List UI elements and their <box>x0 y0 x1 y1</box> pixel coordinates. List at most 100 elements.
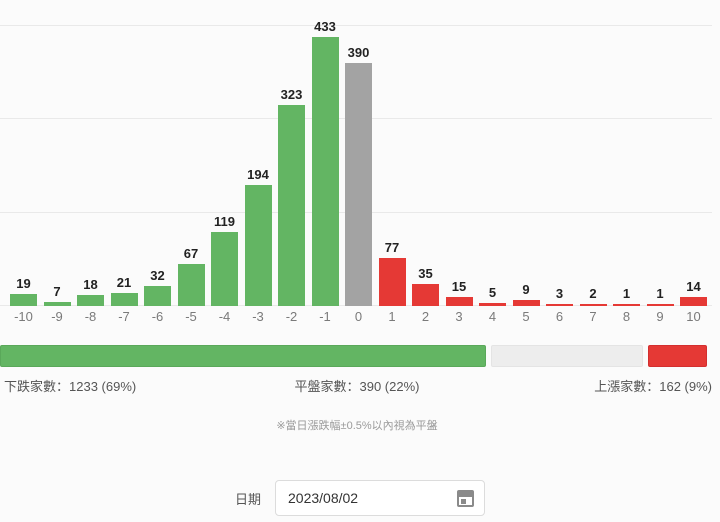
summary-segment-up <box>648 345 707 367</box>
bar-down[interactable] <box>244 185 272 306</box>
x-tick-label: 10 <box>686 309 701 324</box>
bar-value-label: 7 <box>53 284 61 299</box>
bar-column[interactable]: 32 <box>144 0 171 306</box>
bar-value-label: 119 <box>214 214 235 229</box>
bar-value-label: 194 <box>247 167 269 182</box>
x-tick-label: -10 <box>14 309 33 324</box>
bar-down[interactable] <box>311 37 339 306</box>
bar-column[interactable]: 390 <box>345 0 372 306</box>
bar-value-label: 323 <box>280 87 303 102</box>
bar-up[interactable] <box>512 300 540 306</box>
bar-column[interactable]: 77 <box>378 0 406 306</box>
x-tick-label: 5 <box>522 309 530 324</box>
bar-value-label: 18 <box>83 277 98 292</box>
summary-segment-down <box>0 345 486 367</box>
bar-up[interactable] <box>613 304 640 306</box>
date-input-field[interactable]: 2023/08/02 <box>275 480 485 516</box>
advancing-count-label: 上漲家數：162 (9%) <box>594 379 712 394</box>
bar-value-label: 32 <box>150 268 165 283</box>
bar-column[interactable]: 67 <box>177 0 205 306</box>
date-label: 日期 <box>234 491 261 507</box>
declining-count-label: 下跌家數：1233 (69%) <box>4 379 137 394</box>
bar-value-label: 19 <box>16 276 31 291</box>
calendar-icon[interactable] <box>457 489 474 507</box>
x-tick-label: 3 <box>455 309 463 324</box>
x-tick-label: -3 <box>252 309 264 324</box>
bar-column[interactable]: 3 <box>546 0 573 306</box>
x-tick-label: -1 <box>319 309 331 324</box>
bar-value-label: 9 <box>522 282 530 297</box>
bar-up[interactable] <box>579 304 607 306</box>
x-tick-label: -6 <box>151 309 164 324</box>
bar-up[interactable] <box>479 303 506 306</box>
bar-value-label: 390 <box>347 45 370 60</box>
bar-column[interactable]: 1 <box>646 0 674 306</box>
breadth-summary-labels: 下跌家數：1233 (69%) 平盤家數：390 (22%) 上漲家數：162 … <box>0 376 714 396</box>
bar-column[interactable]: 19 <box>10 0 37 306</box>
bar-column[interactable]: 194 <box>244 0 272 306</box>
x-tick-label: 2 <box>421 309 430 324</box>
bar-column[interactable]: 7 <box>43 0 71 306</box>
bar-up[interactable] <box>412 284 439 306</box>
x-tick-label: -8 <box>84 309 97 324</box>
bar-up[interactable] <box>546 304 573 306</box>
bar-value-label: 1 <box>622 286 631 301</box>
x-tick-label: 8 <box>622 309 631 324</box>
bars-area: 19 7 18 21 32 67 119 194 323 433 390 77 35 15 5 9 3 2 1 1 14 <box>10 0 707 306</box>
bar-value-label: 15 <box>451 279 467 294</box>
bar-down[interactable] <box>177 264 205 306</box>
bar-up[interactable] <box>646 304 674 306</box>
bar-column[interactable]: 35 <box>412 0 439 306</box>
x-axis: -10 -9 -8 -7 -6 -5 -4 -3 -2 -1 0 1 2 3 4 5 6 7 8 9 10 <box>0 306 720 328</box>
bar-value-label: 77 <box>384 240 400 255</box>
bar-column[interactable]: 119 <box>211 0 238 306</box>
bar-down[interactable] <box>77 295 104 306</box>
x-tick-label: 7 <box>589 309 597 324</box>
bar-up[interactable] <box>680 297 707 306</box>
bar-value-label: 2 <box>589 286 597 301</box>
bar-value-label: 3 <box>555 286 564 301</box>
x-tick-label: 1 <box>388 309 396 324</box>
gridline-450 <box>0 25 712 26</box>
bar-column[interactable]: 21 <box>110 0 138 306</box>
x-tick-label: -4 <box>218 309 231 324</box>
x-tick-label: -2 <box>285 309 298 324</box>
x-tick-label: -9 <box>51 309 63 324</box>
bar-down[interactable] <box>211 232 238 306</box>
bar-value-label: 21 <box>116 275 132 290</box>
bar-value-label: 14 <box>686 279 701 294</box>
bar-column[interactable]: 18 <box>77 0 104 306</box>
distribution-chart: 19 7 18 21 32 67 119 194 323 433 390 77 35 15 5 9 3 2 1 1 14… <box>0 0 720 328</box>
bar-column[interactable]: 9 <box>512 0 540 306</box>
bar-column[interactable]: 1 <box>613 0 640 306</box>
x-tick-label: -7 <box>118 309 130 324</box>
bar-flat[interactable] <box>345 63 372 306</box>
x-tick-label: 4 <box>488 309 497 324</box>
bar-down[interactable] <box>144 286 171 306</box>
summary-segment-flat <box>491 345 643 367</box>
bar-column[interactable]: 5 <box>479 0 506 306</box>
bar-up[interactable] <box>378 258 406 306</box>
bar-value-label: 5 <box>488 285 497 300</box>
bar-down[interactable] <box>43 302 71 306</box>
bar-down[interactable] <box>278 105 305 306</box>
bar-column[interactable]: 433 <box>311 0 339 306</box>
bar-down[interactable] <box>10 294 37 306</box>
bar-column[interactable]: 14 <box>680 0 707 306</box>
bar-column[interactable]: 323 <box>278 0 305 306</box>
date-value[interactable]: 2023/08/02 <box>288 490 359 506</box>
footnote-text: ※當日漲跌幅±0.5%以內視為平盤 <box>276 420 438 432</box>
bar-column[interactable]: 15 <box>445 0 473 306</box>
bar-up[interactable] <box>445 297 473 306</box>
bar-down[interactable] <box>110 293 138 306</box>
breadth-summary-bar <box>0 345 712 367</box>
date-picker-row: 日期 2023/08/02 <box>0 478 720 518</box>
x-tick-label: 0 <box>354 309 363 324</box>
x-tick-label: -5 <box>185 309 197 324</box>
bar-value-label: 35 <box>418 266 433 281</box>
bar-column[interactable]: 2 <box>579 0 607 306</box>
bar-value-label: 1 <box>656 286 664 301</box>
bar-value-label: 67 <box>183 246 199 261</box>
bar-value-label: 433 <box>314 19 336 34</box>
unchanged-count-label: 平盤家數：390 (22%) <box>294 379 420 394</box>
